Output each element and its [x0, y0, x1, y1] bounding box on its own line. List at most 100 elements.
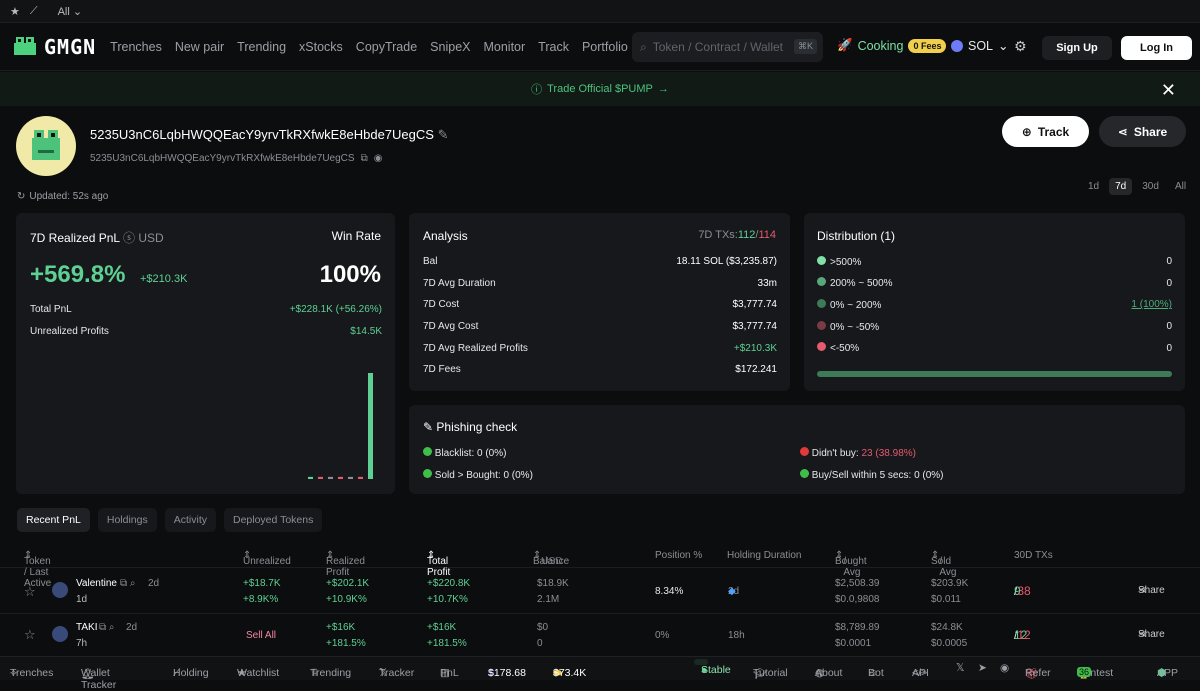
bal-label: Bal [423, 256, 438, 268]
period-all[interactable]: All [1174, 181, 1187, 192]
analysis-card: Analysis 7D TXs:112/114 Bal 18.11 SOL ($3… [409, 213, 790, 391]
tab-holdings[interactable]: Holdings [97, 508, 157, 532]
dist-value[interactable]: 1 (100%) [1131, 299, 1172, 311]
nav-snipex[interactable]: SnipeX [430, 39, 471, 54]
track-button[interactable]: ⊕ Track [1002, 116, 1089, 147]
tab-deployed-tokens[interactable]: Deployed Tokens [224, 508, 323, 532]
balance-usd-toggle[interactable]: USD [541, 556, 563, 567]
period-1d[interactable]: 1d [1088, 181, 1100, 192]
bottom-stable[interactable]: ● Stable [694, 659, 731, 676]
avg-cost-value: $3,777.74 [732, 321, 778, 333]
cooking-button[interactable]: 🚀 Cooking 0 Fees [837, 38, 947, 53]
col-bought[interactable]: Bought ⇕ / Avg [835, 550, 867, 578]
chart-icon[interactable]: ⟋ [29, 4, 38, 17]
nav-trenches[interactable]: Trenches [110, 39, 162, 54]
usd-icon: ⓢ [122, 231, 135, 245]
fees-value: $172.241 [735, 364, 777, 376]
copy-icon[interactable]: ⧉ [360, 153, 368, 164]
trophy-icon: ♕ [310, 667, 320, 679]
unrealized-value: +$18.7K [243, 578, 281, 589]
copy-icon[interactable]: ⧉ ⌕ [120, 578, 136, 589]
discord-icon[interactable]: ◉ [1000, 662, 1010, 674]
col-token[interactable]: Token / Last Active ⇕ [24, 550, 52, 589]
tab-recent-pnl[interactable]: Recent PnL [17, 508, 90, 532]
share-icon: ⋖ [1117, 124, 1128, 139]
pnl-currency[interactable]: USD [138, 231, 164, 245]
col-total[interactable]: Total Profit ⇕ [427, 550, 451, 578]
chevron-down-icon: ⌄ [998, 39, 1009, 53]
table-header: Token / Last Active ⇕ Unrealized ⇕ Reali… [0, 544, 1200, 589]
period-30d[interactable]: 30d [1142, 181, 1159, 192]
search-input[interactable]: ⌕ Token / Contract / Wallet ⌘K [632, 32, 823, 62]
star-icon[interactable]: ☆ [24, 627, 36, 642]
token-age: 2d [126, 622, 138, 633]
table-row[interactable]: ☆ Valentine ⧉ ⌕ 2d 1d +$18.7K +8.9K% +$2… [0, 570, 1200, 614]
dist-value: 0 [1166, 342, 1172, 354]
pnl-title: 7D Realized PnL ⓢ USD [30, 231, 164, 245]
period-7d[interactable]: 7d [1109, 178, 1133, 195]
bought-avg: $0.0001 [835, 638, 872, 649]
star-icon[interactable]: ☆ [24, 584, 36, 599]
pnl-usd: +$210.3K [140, 273, 188, 285]
dist-value: 0 [1166, 321, 1172, 333]
nav-monitor[interactable]: Monitor [483, 39, 526, 54]
realized-value: +$16K [326, 622, 356, 633]
dist-label: 0% ~ 200% [830, 299, 882, 311]
nav-portfolio[interactable]: Portfolio [581, 39, 628, 54]
token-avatar [52, 626, 68, 642]
nav-track[interactable]: Track [538, 39, 569, 54]
col-unrealized[interactable]: Unrealized ⇕ [243, 550, 291, 567]
sell-all-button[interactable]: Sell All [246, 630, 277, 641]
tab-activity[interactable]: Activity [164, 508, 216, 532]
x-icon[interactable]: 𝕏 [956, 662, 965, 674]
pnl-bar [318, 476, 323, 479]
period-tabs: 1d 7d 30d All [1082, 178, 1192, 195]
search-shortcut: ⌘K [793, 39, 817, 54]
cap-icon: 🎓︎ [753, 668, 767, 680]
col-balance[interactable]: Balance ⇕ USD [533, 550, 570, 567]
solscan-icon[interactable]: ◉ [373, 153, 383, 164]
star-icon[interactable]: ★ [10, 5, 20, 18]
nav-xstocks[interactable]: xStocks [299, 39, 343, 54]
pnl-bar [348, 476, 353, 479]
token-name[interactable]: TAKI [76, 622, 98, 633]
col-sold[interactable]: Sold ⇕ / Avg [931, 550, 957, 578]
table-row[interactable]: ☆ TAKI ⧉ ⌕ 2d 7h Sell All +$16K +181.5% … [0, 614, 1200, 658]
pnl-bar [358, 476, 363, 479]
logo[interactable]: GMGN [12, 35, 96, 59]
copy-icon[interactable]: ⧉ ⌕ [99, 622, 115, 633]
nav-trending[interactable]: Trending [237, 39, 287, 54]
unrealized-value: $14.5K [350, 325, 382, 337]
bottom-bar: ⟡ Trenches 🔔︎ Wallet Tracker ⟋ Holding ★… [0, 656, 1200, 691]
avg-cost-label: 7D Avg Cost [423, 321, 479, 333]
bell-icon: 🔔︎ [81, 668, 95, 680]
share-icon: ⋖ [1138, 629, 1147, 640]
share-button[interactable]: ⋖ Share [1099, 116, 1186, 147]
avg-realized-label: 7D Avg Realized Profits [423, 342, 528, 354]
sold-value: $203.9K [931, 578, 969, 589]
col-position: Position % [655, 550, 703, 561]
telegram-icon[interactable]: ➤ [978, 662, 987, 674]
avg-duration-label: 7D Avg Duration [423, 277, 496, 289]
nav-copytrade[interactable]: CopyTrade [355, 39, 418, 54]
updated-status[interactable]: ↻ Updated: 52s ago [17, 191, 109, 202]
chain-selector[interactable]: SOL ⌄ [951, 38, 1009, 53]
token-name[interactable]: Valentine [76, 578, 117, 589]
close-icon[interactable]: ✕ [1160, 80, 1176, 100]
col-txs: 30D TXs [1014, 550, 1053, 561]
dist-label: 0% ~ -50% [830, 321, 880, 333]
edit-icon[interactable]: ✎ [437, 127, 449, 142]
arrow-right-icon: → [657, 83, 669, 95]
main-nav: GMGN Trenches New pair Trending xStocks … [0, 23, 1200, 71]
login-button[interactable]: Log In [1121, 36, 1192, 60]
col-realized[interactable]: Realized Profit ⇕ [326, 550, 365, 578]
nav-new-pair[interactable]: New pair [174, 39, 225, 54]
bot-icon: ☺ [868, 667, 879, 679]
filter-dropdown[interactable]: All ⌄ [57, 5, 83, 18]
position-value: 8.34% [655, 586, 684, 597]
chain-label: SOL [968, 38, 994, 53]
settings-icon[interactable]: ⚙ [1014, 38, 1027, 54]
balance-amount: 0 [537, 638, 543, 649]
signup-button[interactable]: Sign Up [1042, 36, 1112, 60]
promo-banner[interactable]: ⓘ Trade Official $PUMP → [0, 72, 1200, 106]
